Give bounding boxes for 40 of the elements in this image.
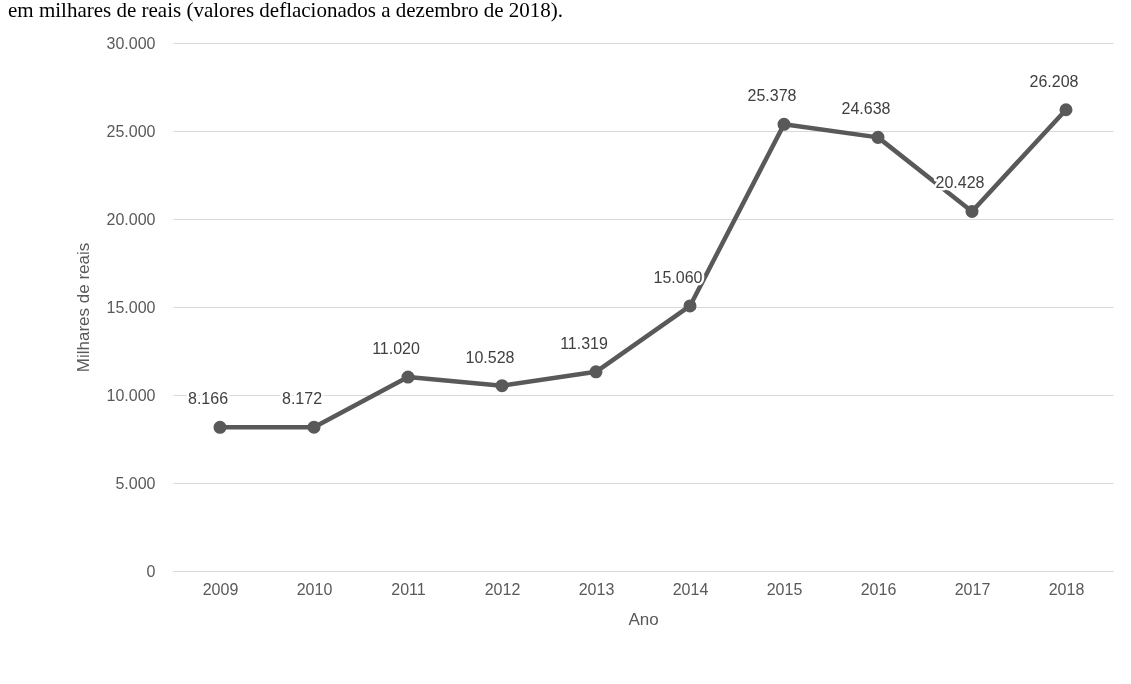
point xyxy=(213,420,227,434)
point xyxy=(777,117,791,131)
y-tick-label: 25.000 xyxy=(106,122,156,140)
y-tick-label: 30.000 xyxy=(106,34,156,52)
x-tick-label: 2011 xyxy=(391,580,426,598)
x-tick-label: 2018 xyxy=(1048,580,1085,598)
data-label: 26.208 xyxy=(1029,72,1079,90)
x-tick-label: 2010 xyxy=(296,580,333,598)
chart-title: em milhares de reais (valores deflacionados a dezembro de 2018). xyxy=(8,0,564,22)
x-tick-label: 2009 xyxy=(202,580,239,598)
x-tick-label: 2017 xyxy=(954,580,991,598)
point xyxy=(589,365,603,379)
data-label: 24.638 xyxy=(841,100,891,118)
x-tick-label: 2014 xyxy=(672,580,709,598)
y-axis-title: Milhares de reais xyxy=(73,242,93,373)
point xyxy=(401,370,415,384)
point xyxy=(1059,103,1073,117)
y-tick-label: 10.000 xyxy=(106,386,156,404)
x-tick-label: 2016 xyxy=(860,580,897,598)
x-axis-title: Ano xyxy=(628,609,659,629)
data-label: 25.378 xyxy=(747,87,797,105)
y-tick-label: 5.000 xyxy=(115,474,156,492)
data-label: 8.172 xyxy=(281,390,323,408)
data-label: 20.428 xyxy=(935,174,985,192)
point xyxy=(683,299,697,313)
y-tick-label: 15.000 xyxy=(106,298,156,316)
point xyxy=(871,130,885,144)
data-label: 11.319 xyxy=(560,334,608,352)
y-tick-label: 0 xyxy=(146,562,156,580)
data-label: 15.060 xyxy=(653,268,703,286)
x-tick-label: 2015 xyxy=(766,580,803,598)
point xyxy=(495,379,509,393)
point xyxy=(307,420,321,434)
x-tick-label: 2012 xyxy=(484,580,521,598)
data-label: 8.166 xyxy=(187,390,229,408)
data-label: 10.528 xyxy=(465,348,515,366)
point xyxy=(965,204,979,218)
x-tick-label: 2013 xyxy=(578,580,615,598)
data-label: 11.020 xyxy=(372,340,420,358)
y-tick-label: 20.000 xyxy=(106,210,156,228)
